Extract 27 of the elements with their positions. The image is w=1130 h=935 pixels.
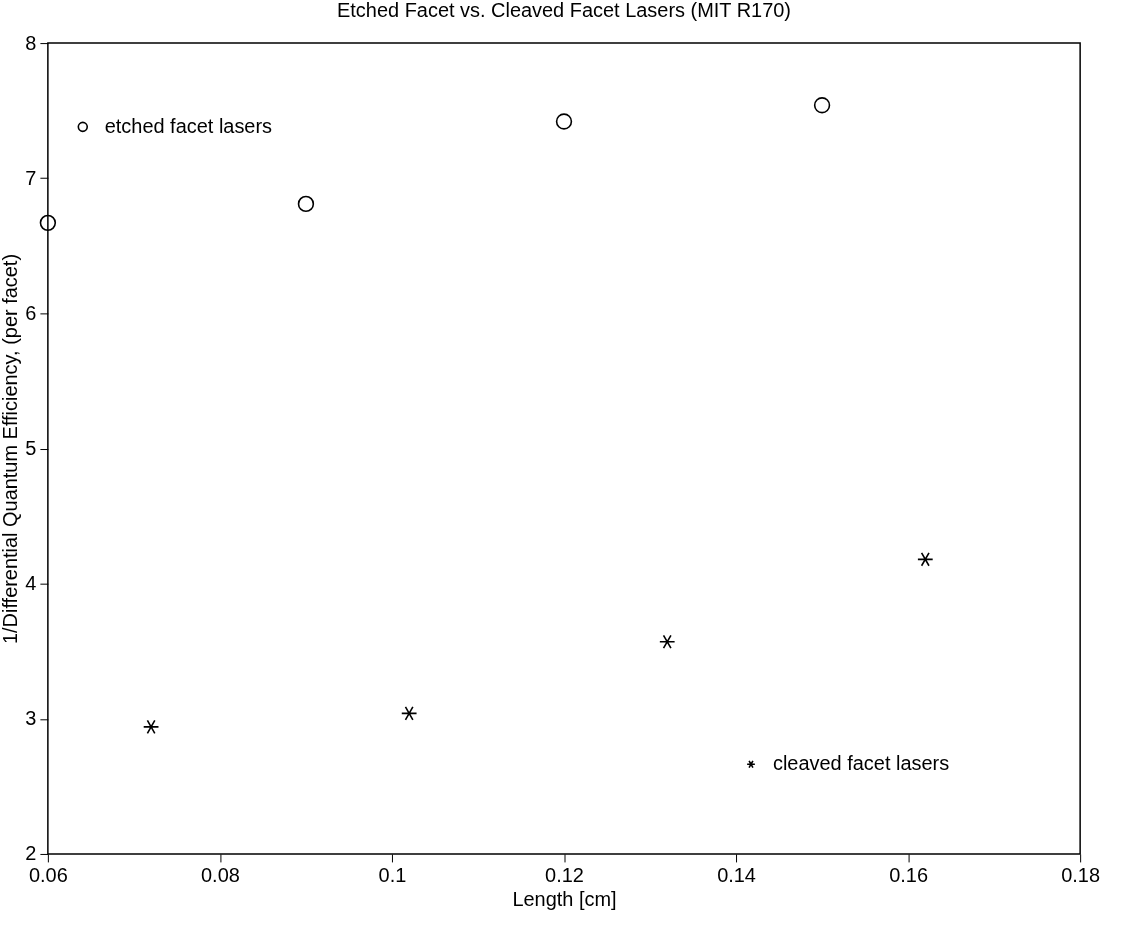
point — [917, 552, 934, 567]
point — [297, 195, 315, 213]
y-axis-title: 1/Differential Quantum Efficiency, (per facet) — [0, 253, 22, 645]
y-tick-label: 6 — [25, 301, 37, 324]
x-tick-label: 0.14 — [717, 864, 756, 887]
y-tick-label: 7 — [25, 166, 37, 189]
y-tick-label: 4 — [25, 572, 37, 595]
legend-label: cleaved facet lasers — [772, 752, 950, 775]
point — [813, 97, 831, 114]
chart-title: Etched Facet vs. Cleaved Facet Lasers (MIT R170) — [337, 0, 791, 22]
point — [39, 214, 57, 232]
point — [659, 634, 676, 650]
x-tick-label: 0.06 — [28, 864, 68, 887]
x-tick-label: 0.18 — [1061, 864, 1101, 887]
x-tick-label: 0.16 — [889, 864, 928, 887]
point — [142, 719, 160, 735]
x-axis-title: Length [cm] — [512, 888, 617, 911]
point — [400, 706, 418, 721]
point — [555, 113, 573, 130]
legend-label: etched facet lasers — [104, 114, 273, 137]
y-tick-label: 3 — [25, 707, 37, 730]
y-tick-label: 8 — [25, 31, 37, 54]
y-tick-label: 2 — [25, 842, 37, 865]
x-tick-label: 0.08 — [201, 864, 240, 887]
x-tick-label: 0.1 — [378, 864, 407, 887]
y-tick-label: 5 — [25, 437, 37, 459]
x-tick-label: 0.12 — [545, 864, 584, 887]
